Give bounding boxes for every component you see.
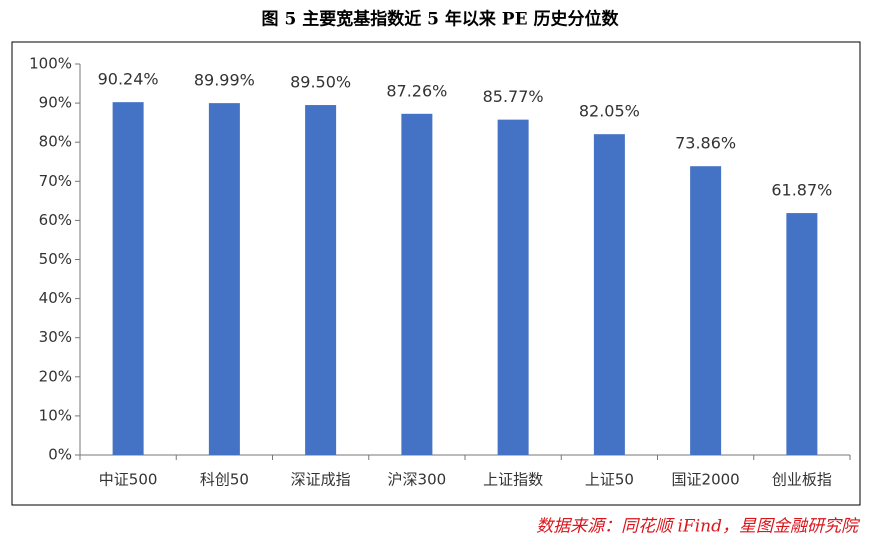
data-label: 61.87% xyxy=(771,181,832,200)
bar xyxy=(305,105,337,456)
data-label: 82.05% xyxy=(579,102,640,121)
bar xyxy=(208,103,240,455)
y-tick-label: 50% xyxy=(39,250,72,268)
bar xyxy=(690,166,722,455)
data-label: 87.26% xyxy=(386,81,447,100)
y-tick-label: 90% xyxy=(39,94,72,112)
bar xyxy=(497,119,529,456)
y-tick-label: 40% xyxy=(39,289,72,307)
chart-frame xyxy=(11,41,861,506)
x-tick-label: 科创50 xyxy=(200,471,249,489)
y-tick-label: 10% xyxy=(39,406,72,424)
x-tick-label: 上证50 xyxy=(585,471,634,489)
x-tick-label: 中证500 xyxy=(99,471,158,489)
x-tick-label: 国证2000 xyxy=(672,471,740,489)
x-tick-label: 上证指数 xyxy=(483,471,543,489)
data-label: 89.50% xyxy=(290,73,351,92)
y-tick-label: 100% xyxy=(29,55,72,73)
bar xyxy=(593,134,625,455)
y-tick-label: 0% xyxy=(48,446,72,464)
data-label: 89.99% xyxy=(194,71,255,90)
bar xyxy=(786,213,818,455)
source-note: 数据来源：同花顺 iFind，星图金融研究院 xyxy=(536,517,861,537)
y-tick-label: 60% xyxy=(39,211,72,229)
y-tick-label: 20% xyxy=(39,367,72,385)
bar xyxy=(112,102,144,456)
x-tick-label: 创业板指 xyxy=(772,471,832,489)
y-tick-label: 70% xyxy=(39,172,72,190)
data-label: 85.77% xyxy=(483,87,544,106)
data-label: 73.86% xyxy=(675,134,736,153)
x-tick-label: 深证成指 xyxy=(291,471,351,489)
data-label: 90.24% xyxy=(98,70,159,89)
bar xyxy=(401,113,433,455)
x-tick-label: 沪深300 xyxy=(388,471,447,489)
y-tick-label: 80% xyxy=(39,133,72,151)
chart-title: 图 5 主要宽基指数近 5 年以来 PE 历史分位数 xyxy=(262,9,620,30)
y-tick-label: 30% xyxy=(39,328,72,346)
